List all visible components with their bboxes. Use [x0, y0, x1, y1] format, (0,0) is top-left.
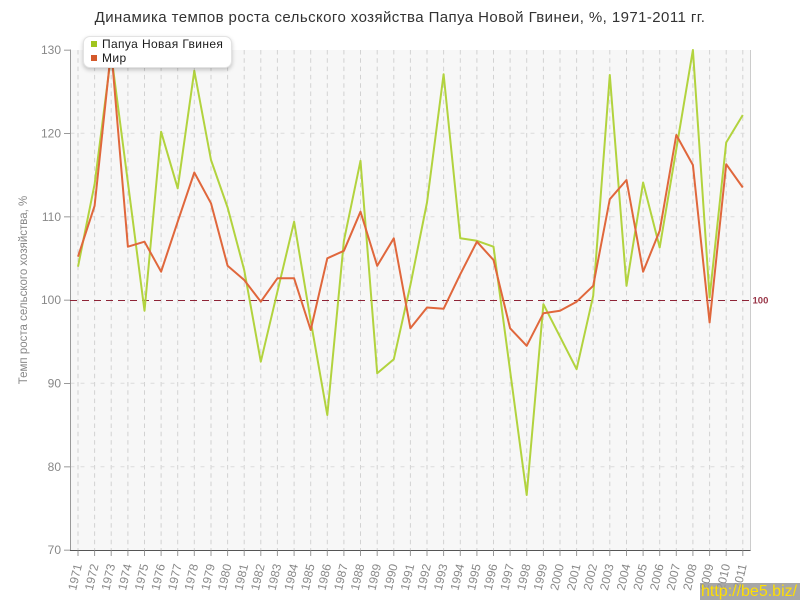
svg-text:80: 80 — [48, 460, 62, 474]
svg-text:1983: 1983 — [265, 562, 285, 591]
svg-text:1979: 1979 — [198, 562, 218, 591]
svg-text:1998: 1998 — [514, 562, 534, 591]
svg-text:110: 110 — [42, 210, 61, 224]
svg-text:2003: 2003 — [597, 562, 617, 591]
svg-text:1982: 1982 — [248, 562, 268, 591]
svg-text:1989: 1989 — [364, 562, 384, 591]
svg-text:1990: 1990 — [381, 562, 401, 591]
svg-text:2001: 2001 — [564, 562, 584, 591]
svg-text:2000: 2000 — [547, 562, 567, 591]
svg-text:100: 100 — [41, 293, 61, 307]
svg-text:1972: 1972 — [82, 562, 102, 591]
svg-text:1997: 1997 — [497, 562, 517, 591]
svg-text:1992: 1992 — [414, 562, 434, 591]
svg-text:1991: 1991 — [398, 562, 418, 591]
svg-text:1984: 1984 — [281, 562, 301, 591]
svg-text:100: 100 — [753, 296, 769, 307]
svg-text:1993: 1993 — [431, 562, 451, 591]
svg-text:2008: 2008 — [680, 562, 700, 591]
svg-text:1994: 1994 — [448, 562, 468, 591]
svg-text:130: 130 — [41, 43, 61, 57]
svg-text:2004: 2004 — [614, 562, 634, 591]
svg-text:2007: 2007 — [664, 562, 684, 591]
svg-text:120: 120 — [41, 127, 61, 141]
svg-text:1987: 1987 — [331, 562, 351, 591]
svg-text:2002: 2002 — [580, 562, 600, 591]
svg-text:1977: 1977 — [165, 562, 185, 591]
svg-text:1974: 1974 — [115, 562, 135, 591]
svg-text:1971: 1971 — [65, 562, 85, 591]
svg-text:1973: 1973 — [98, 562, 118, 591]
svg-text:1978: 1978 — [182, 562, 202, 591]
svg-text:1975: 1975 — [132, 562, 152, 591]
svg-text:2005: 2005 — [630, 562, 650, 591]
svg-text:70: 70 — [48, 543, 62, 557]
svg-text:1986: 1986 — [315, 562, 335, 591]
svg-text:1985: 1985 — [298, 562, 318, 591]
svg-text:1980: 1980 — [215, 562, 235, 591]
svg-text:1988: 1988 — [348, 562, 368, 591]
svg-text:1981: 1981 — [231, 562, 251, 591]
svg-text:1999: 1999 — [531, 562, 551, 591]
svg-text:Темп роста сельского хозяйства: Темп роста сельского хозяйства, % — [18, 196, 30, 385]
svg-text:90: 90 — [48, 377, 62, 391]
svg-text:1995: 1995 — [464, 562, 484, 591]
svg-text:1996: 1996 — [481, 562, 501, 591]
svg-text:2006: 2006 — [647, 562, 667, 591]
svg-text:1976: 1976 — [148, 562, 168, 591]
